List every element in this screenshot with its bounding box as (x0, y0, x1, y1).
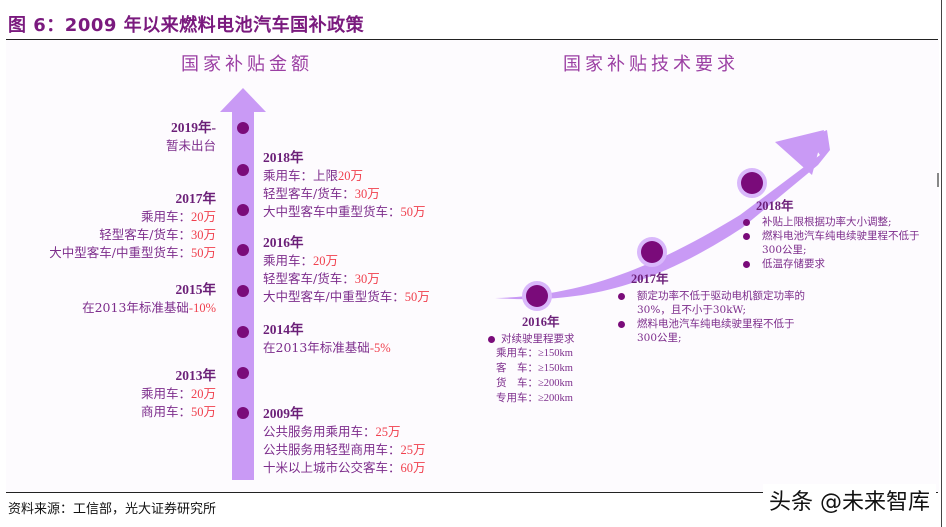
title-divider (6, 39, 938, 40)
entry-2017: 2017年 乘用车：20万 轻型客车/货车：30万 大中型客车/中重型货车：50… (49, 191, 216, 260)
vertical-timeline-arrow (220, 88, 266, 480)
source-note: 资料来源：工信部，光大证券研究所 (8, 502, 217, 517)
entry-2016: 2016年 乘用车：20万 轻型客车/货车：30万 大中型客车/中重型货车：50… (263, 235, 430, 304)
tech-2017-details: 额定功率不低于驱动电机额定功率的30%，且不小于30kW; 燃料电池汽车纯电续驶… (618, 289, 808, 345)
bullet-icon (743, 261, 750, 268)
bullet-icon (743, 219, 750, 226)
curved-progress-arrow (495, 130, 830, 311)
watermark: 头条 @未来智库 (763, 484, 936, 516)
frame-right-edge (941, 0, 942, 527)
tech-2018-details: 补贴上限根据功率大小调整; 燃料电池汽车纯电续驶里程不低于300公里; 低温存储… (743, 215, 928, 271)
footer-divider (6, 492, 938, 493)
entry-2018: 2018年 乘用车：上限20万 轻型客车/货车：30万 大中型客车中重型货车：5… (263, 150, 426, 219)
entry-2009: 2009年 公共服务用乘用车：25万 公共服务用轻型商用车：25万 十米以上城市… (263, 406, 426, 475)
tech-2018: 2018年 (756, 199, 794, 213)
entry-2019: 2019年- 暂未出台 (165, 120, 216, 153)
arrow-head (775, 130, 824, 175)
bullet-icon (618, 321, 625, 328)
figure-title: 图 6：2009 年以来燃料电池汽车国补政策 (8, 15, 365, 36)
entry-2014: 2014年 在2013年标准基础-5% (263, 322, 391, 355)
scrollbar-thumb[interactable] (937, 173, 939, 187)
entry-2015: 2015年 在2013年标准基础-10% (82, 282, 216, 315)
left-panel-title: 国家补贴金额 (181, 54, 313, 75)
entry-2013: 2013年 乘用车：20万 商用车：50万 (140, 368, 216, 419)
bullet-icon (618, 293, 625, 300)
figure-panel (6, 40, 939, 492)
timeline-dots (237, 122, 249, 419)
tech-2017: 2017年 (631, 272, 669, 286)
bullet-icon (743, 233, 750, 240)
tech-2016: 2016年 (522, 315, 560, 329)
tech-2016-details: 对续驶里程要求 乘用车：≥150km 客 车：≥150km 货 车：≥200km… (488, 332, 575, 406)
bullet-icon (488, 335, 495, 343)
right-panel-title: 国家补贴技术要求 (563, 54, 739, 75)
